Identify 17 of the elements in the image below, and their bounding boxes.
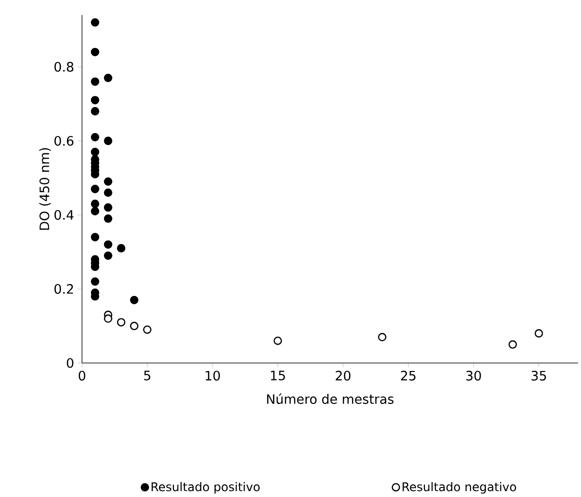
y-tick-label: 0.4 bbox=[54, 210, 74, 220]
y-tick-label: 0.8 bbox=[54, 62, 74, 72]
x-tick-label: 15 bbox=[270, 370, 285, 381]
x-axis-title: Número de mestras bbox=[267, 394, 394, 404]
y-tick-label: 0 bbox=[66, 358, 74, 368]
x-tick-label: 35 bbox=[532, 370, 546, 381]
y-axis-title: DO (450 nm) bbox=[39, 148, 51, 230]
y-tick-label: 0.6 bbox=[54, 136, 74, 146]
legend-label: Resultado positivo bbox=[152, 482, 260, 494]
x-tick-label: 0 bbox=[78, 370, 86, 381]
x-tick-label: 25 bbox=[401, 370, 416, 381]
y-tick-label: 0.2 bbox=[54, 284, 73, 294]
x-tick-label: 5 bbox=[144, 370, 150, 381]
x-tick-label: 30 bbox=[466, 370, 481, 381]
legend-label: Resultado negativo bbox=[402, 482, 516, 494]
x-tick-label: 20 bbox=[336, 370, 350, 381]
x-tick-label: 10 bbox=[206, 370, 220, 381]
